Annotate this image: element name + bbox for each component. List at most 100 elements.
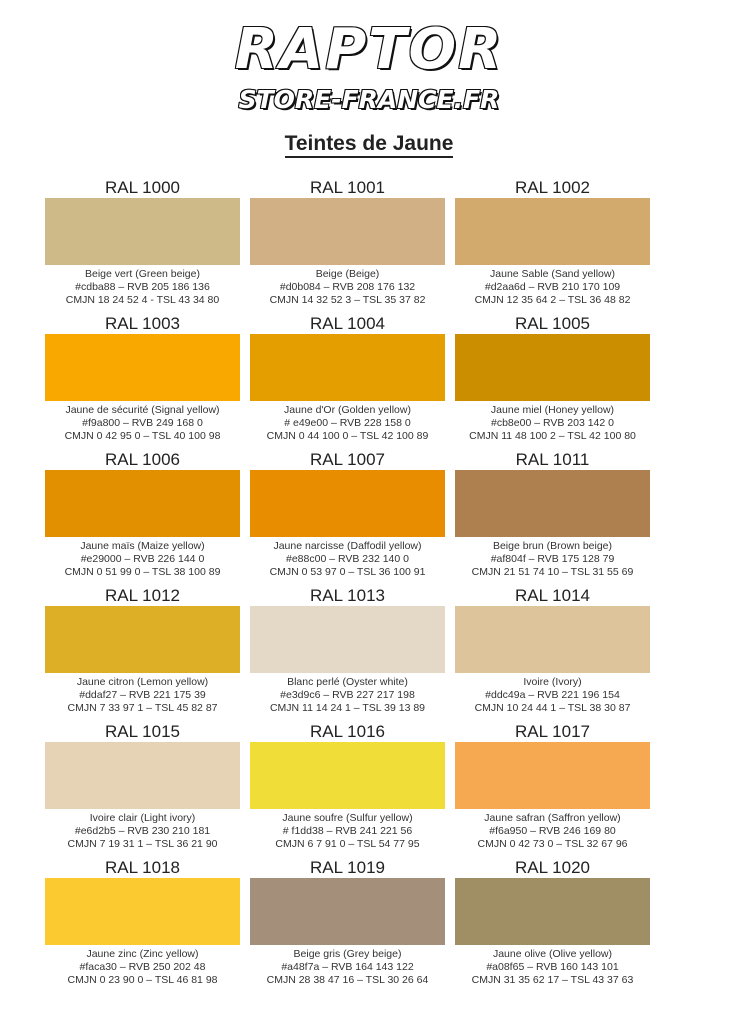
color-cmjn-tsl: CMJN 10 24 44 1 – TSL 38 30 87 xyxy=(474,702,631,714)
color-hex-rvb: # e49e00 – RVB 228 158 0 xyxy=(284,417,411,429)
color-cmjn-tsl: CMJN 0 42 95 0 – TSL 40 100 98 xyxy=(64,430,221,442)
color-name: Beige vert (Green beige) xyxy=(85,268,200,280)
color-caption: Blanc perlé (Oyster white) #e3d9c6 – RVB … xyxy=(240,676,455,715)
color-swatch xyxy=(45,878,240,945)
color-hex-rvb: #e6d2b5 – RVB 230 210 181 xyxy=(74,825,211,837)
color-cmjn-tsl: CMJN 0 53 97 0 – TSL 36 100 91 xyxy=(269,566,426,578)
color-caption: Ivoire (Ivory) #ddc49a – RVB 221 196 154 C… xyxy=(445,676,660,715)
color-hex-rvb: #cb8e00 – RVB 203 142 0 xyxy=(491,417,614,429)
ral-code: RAL 1019 xyxy=(310,858,385,877)
color-caption: Jaune maïs (Maize yellow) #e29000 – RVB 2… xyxy=(35,540,250,579)
color-hex-rvb: # f1dd38 – RVB 241 221 56 xyxy=(282,825,413,837)
color-name: Jaune maïs (Maize yellow) xyxy=(80,540,205,552)
color-hex-rvb: #a48f7a – RVB 164 143 122 xyxy=(281,961,414,973)
ral-code: RAL 1020 xyxy=(515,858,590,877)
ral-code: RAL 1016 xyxy=(310,722,385,741)
color-caption: Jaune olive (Olive yellow) #a08f65 – RVB … xyxy=(445,948,660,987)
color-hex-rvb: #f6a950 – RVB 246 169 80 xyxy=(489,825,616,837)
color-caption: Jaune soufre (Sulfur yellow) # f1dd38 – R… xyxy=(240,812,455,851)
ral-code: RAL 1015 xyxy=(105,722,180,741)
color-name: Ivoire clair (Light ivory) xyxy=(89,812,196,824)
color-hex-rvb: #e88c00 – RVB 232 140 0 xyxy=(286,553,409,565)
color-cmjn-tsl: CMJN 11 48 100 2 – TSL 42 100 80 xyxy=(469,430,636,442)
color-caption: Jaune de sécurité (Signal yellow) #f9a800… xyxy=(35,404,250,443)
ral-code: RAL 1018 xyxy=(105,858,180,877)
color-name: Jaune zinc (Zinc yellow) xyxy=(86,948,199,960)
color-caption: Ivoire clair (Light ivory) #e6d2b5 – RVB … xyxy=(35,812,250,851)
color-swatch xyxy=(45,606,240,673)
color-hex-rvb: #e29000 – RVB 226 144 0 xyxy=(80,553,205,565)
color-caption: Beige vert (Green beige) #cdba88 – RVB 20… xyxy=(35,268,250,307)
color-cmjn-tsl: CMJN 6 7 91 0 – TSL 54 77 95 xyxy=(275,838,420,850)
ral-code: RAL 1007 xyxy=(310,450,385,469)
color-swatch xyxy=(455,742,650,809)
ral-code: RAL 1014 xyxy=(515,586,590,605)
color-cmjn-tsl: CMJN 0 42 73 0 – TSL 32 67 96 xyxy=(477,838,628,850)
color-caption: Beige brun (Brown beige) #af804f – RVB 17… xyxy=(445,540,660,579)
color-card: RAL 1018 Jaune zinc (Zinc yellow) #faca30 … xyxy=(45,856,240,992)
color-name: Jaune citron (Lemon yellow) xyxy=(76,676,209,688)
logo-store-france: STORE-FRANCE.FR xyxy=(238,84,501,115)
color-card: RAL 1020 Jaune olive (Olive yellow) #a08f6… xyxy=(455,856,650,992)
color-swatch xyxy=(45,198,240,265)
color-hex-rvb: #af804f – RVB 175 128 79 xyxy=(490,553,615,565)
color-name: Beige gris (Grey beige) xyxy=(293,948,402,960)
color-card: RAL 1019 Beige gris (Grey beige) #a48f7a –… xyxy=(250,856,445,992)
color-hex-rvb: #ddaf27 – RVB 221 175 39 xyxy=(79,689,206,701)
color-caption: Jaune zinc (Zinc yellow) #faca30 – RVB 25… xyxy=(35,948,250,987)
ral-code: RAL 1017 xyxy=(515,722,590,741)
ral-code: RAL 1004 xyxy=(310,314,385,333)
color-caption: Beige (Beige) #d0b084 – RVB 208 176 132 CM… xyxy=(240,268,455,307)
color-hex-rvb: #f9a800 – RVB 249 168 0 xyxy=(82,417,203,429)
color-cmjn-tsl: CMJN 31 35 62 17 – TSL 43 37 63 xyxy=(471,974,634,986)
color-caption: Jaune miel (Honey yellow) #cb8e00 – RVB 2… xyxy=(445,404,660,443)
color-cmjn-tsl: CMJN 0 51 99 0 – TSL 38 100 89 xyxy=(64,566,221,578)
color-card: RAL 1013 Blanc perlé (Oyster white) #e3d9c… xyxy=(250,584,445,720)
color-card: RAL 1007 Jaune narcisse (Daffodil yellow)… xyxy=(250,448,445,584)
color-cmjn-tsl: CMJN 0 44 100 0 – TSL 42 100 89 xyxy=(266,430,429,442)
color-name: Beige brun (Brown beige) xyxy=(492,540,613,552)
color-card: RAL 1000 Beige vert (Green beige) #cdba88 … xyxy=(45,176,240,312)
color-card: RAL 1002 Jaune Sable (Sand yellow) #d2aa6d… xyxy=(455,176,650,312)
color-caption: Jaune d'Or (Golden yellow) # e49e00 – RVB… xyxy=(240,404,455,443)
color-card: RAL 1006 Jaune maïs (Maize yellow) #e29000… xyxy=(45,448,240,584)
color-name: Jaune miel (Honey yellow) xyxy=(490,404,615,416)
color-name: Ivoire (Ivory) xyxy=(523,676,582,688)
color-card: RAL 1016 Jaune soufre (Sulfur yellow) # f1… xyxy=(250,720,445,856)
color-card: RAL 1003 Jaune de sécurité (Signal yellow… xyxy=(45,312,240,448)
color-cmjn-tsl: CMJN 21 51 74 10 – TSL 31 55 69 xyxy=(471,566,634,578)
color-hex-rvb: #ddc49a – RVB 221 196 154 xyxy=(485,689,620,701)
color-cmjn-tsl: CMJN 12 35 64 2 – TSL 36 48 82 xyxy=(474,294,631,306)
color-name: Beige (Beige) xyxy=(315,268,380,280)
color-name: Jaune Sable (Sand yellow) xyxy=(490,268,615,280)
color-hex-rvb: #faca30 – RVB 250 202 48 xyxy=(79,961,206,973)
color-caption: Jaune narcisse (Daffodil yellow) #e88c00 … xyxy=(240,540,455,579)
color-cmjn-tsl: CMJN 14 32 52 3 – TSL 35 37 82 xyxy=(269,294,426,306)
color-card: RAL 1011 Beige brun (Brown beige) #af804f … xyxy=(455,448,650,584)
color-swatch xyxy=(250,606,445,673)
color-cmjn-tsl: CMJN 7 19 31 1 – TSL 36 21 90 xyxy=(67,838,218,850)
color-name: Jaune soufre (Sulfur yellow) xyxy=(282,812,413,824)
color-cmjn-tsl: CMJN 7 33 97 1 – TSL 45 82 87 xyxy=(67,702,218,714)
color-hex-rvb: #d0b084 – RVB 208 176 132 xyxy=(279,281,416,293)
color-card: RAL 1012 Jaune citron (Lemon yellow) #ddaf… xyxy=(45,584,240,720)
color-caption: Beige gris (Grey beige) #a48f7a – RVB 164… xyxy=(240,948,455,987)
color-card: RAL 1004 Jaune d'Or (Golden yellow) # e49e… xyxy=(250,312,445,448)
ral-code: RAL 1003 xyxy=(105,314,180,333)
color-hex-rvb: #cdba88 – RVB 205 186 136 xyxy=(75,281,210,293)
color-name: Jaune de sécurité (Signal yellow) xyxy=(65,404,220,416)
color-swatch xyxy=(250,742,445,809)
color-name: Jaune narcisse (Daffodil yellow) xyxy=(273,540,422,552)
color-swatch xyxy=(455,198,650,265)
color-swatch xyxy=(455,334,650,401)
ral-code: RAL 1013 xyxy=(310,586,385,605)
color-caption: Jaune citron (Lemon yellow) #ddaf27 – RVB… xyxy=(35,676,250,715)
ral-code: RAL 1002 xyxy=(515,178,590,197)
ral-code: RAL 1011 xyxy=(515,450,590,469)
color-swatch xyxy=(45,742,240,809)
color-card: RAL 1017 Jaune safran (Saffron yellow) #f6… xyxy=(455,720,650,856)
color-card: RAL 1005 Jaune miel (Honey yellow) #cb8e00… xyxy=(455,312,650,448)
color-name: Jaune olive (Olive yellow) xyxy=(492,948,613,960)
color-swatch xyxy=(455,470,650,537)
color-name: Jaune safran (Saffron yellow) xyxy=(484,812,621,824)
